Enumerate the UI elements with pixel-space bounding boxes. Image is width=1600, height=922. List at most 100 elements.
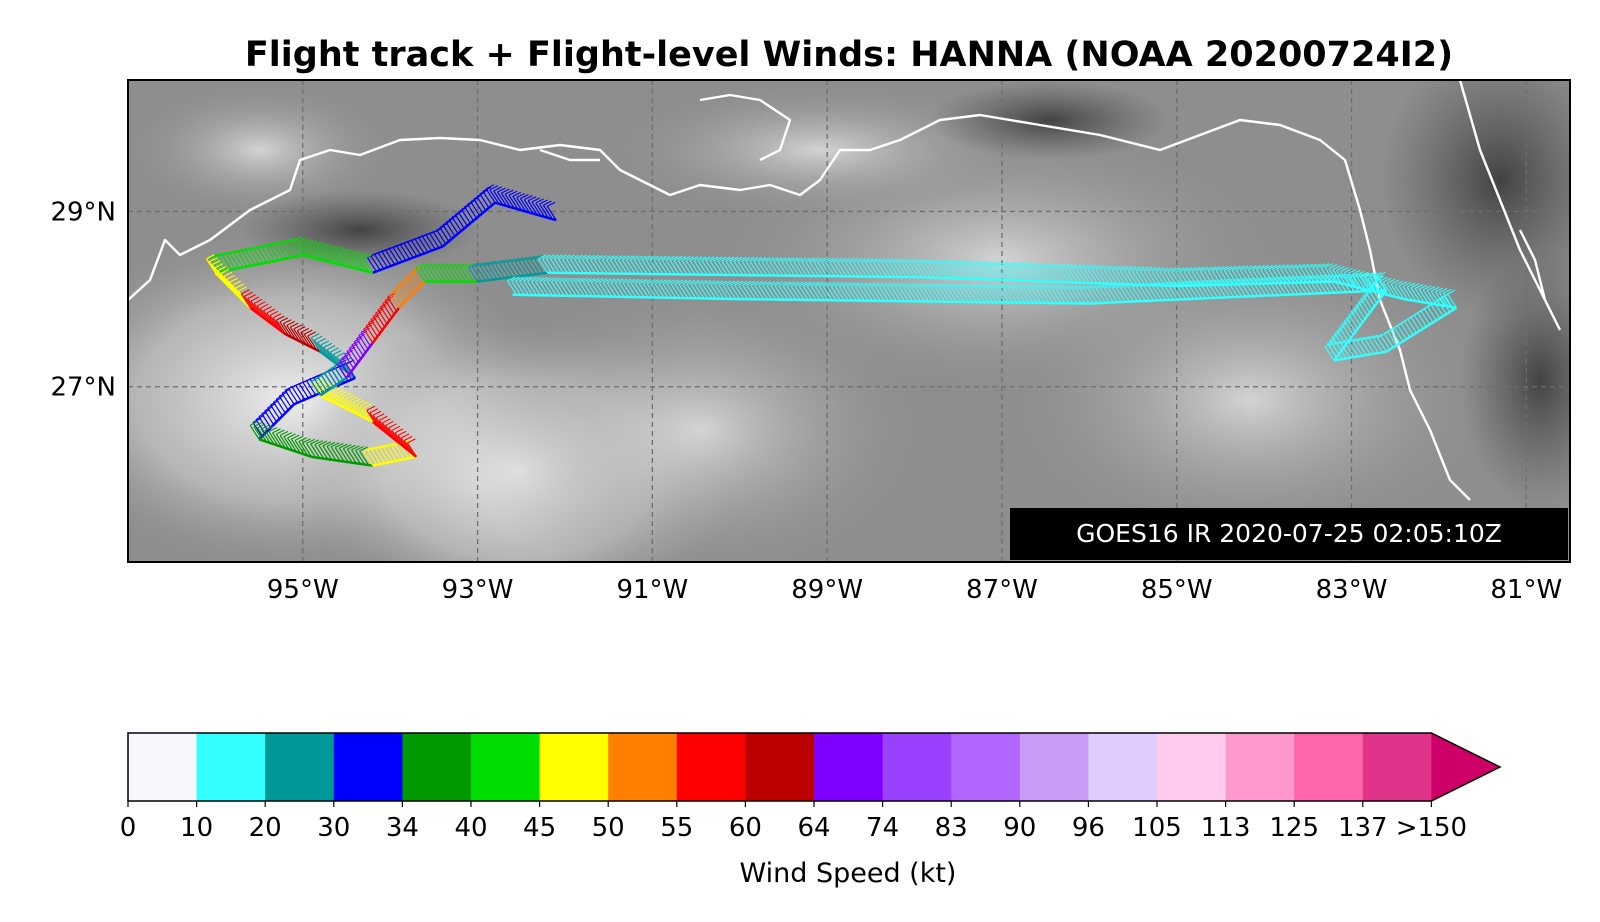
wind-barb-flag <box>272 428 281 434</box>
wind-barb-flag <box>583 277 592 283</box>
wind-barb <box>399 244 411 260</box>
wind-barb <box>1035 288 1046 304</box>
wind-barb <box>1047 288 1058 304</box>
wind-barb-flag <box>1215 266 1225 272</box>
wind-barb-flag <box>995 283 1005 289</box>
wind-barb-flag <box>794 281 804 287</box>
wind-barb <box>1247 269 1258 285</box>
wind-barb-flag <box>1183 267 1193 272</box>
colorbar-tick-label: 74 <box>866 813 899 843</box>
wind-barb-flag <box>1435 287 1444 293</box>
wind-barb-flag <box>1410 283 1420 289</box>
wind-barb-flag <box>445 217 455 223</box>
wind-barb <box>650 283 661 298</box>
wind-barb-flag <box>269 310 279 316</box>
wind-barb <box>907 286 918 302</box>
wind-barb-flag <box>955 283 965 289</box>
wind-barb <box>414 239 425 254</box>
wind-barb <box>972 265 983 280</box>
track-segment <box>389 265 427 309</box>
wind-barb-flag <box>356 399 365 405</box>
wind-barb-flag <box>1040 263 1049 269</box>
track-line <box>215 254 304 275</box>
wind-barb <box>1264 268 1275 284</box>
wind-barb-flag <box>1337 273 1346 279</box>
map-panel: GOES16 IR 2020-07-25 02:05:10Z <box>128 80 1570 562</box>
wind-barb <box>296 330 307 345</box>
wind-barb <box>889 262 900 278</box>
wind-barb-flag <box>741 256 751 262</box>
wind-barb <box>1115 287 1126 303</box>
wind-barb-flag <box>590 277 600 283</box>
wind-barb-flag <box>375 413 385 419</box>
wind-barb <box>645 259 656 275</box>
wind-barb <box>307 335 318 351</box>
wind-barb-flag <box>1200 279 1210 285</box>
wind-barb-flag <box>489 185 499 191</box>
wind-barb-flag <box>276 394 285 400</box>
imagery-stamp: GOES16 IR 2020-07-25 02:05:10Z <box>1010 508 1568 560</box>
wind-barb-flag <box>1187 266 1197 272</box>
wind-barb <box>789 261 800 277</box>
wind-barb <box>356 338 367 353</box>
wind-barb <box>277 244 288 259</box>
wind-barb <box>546 205 557 221</box>
wind-barb <box>943 287 954 303</box>
wind-barb <box>1360 340 1371 355</box>
wind-barb <box>757 261 768 276</box>
wind-barb <box>233 252 244 268</box>
wind-barb-flag <box>879 282 888 288</box>
wind-barb <box>1394 284 1405 300</box>
wind-barb-flag <box>849 258 858 264</box>
wind-barb-flag <box>1092 264 1101 270</box>
wind-barb <box>346 350 357 366</box>
wind-barb <box>1400 322 1411 338</box>
wind-barb <box>924 263 935 279</box>
wind-barb-flag <box>1431 286 1440 292</box>
wind-barb-flag <box>226 274 236 280</box>
wind-barb-flag <box>320 340 330 346</box>
wind-barb-flag <box>423 263 433 269</box>
wind-barb-flag <box>761 256 771 262</box>
wind-barb <box>1426 306 1437 321</box>
wind-barb-flag <box>857 258 866 264</box>
wind-barb <box>983 287 994 303</box>
wind-barb-flag <box>1035 284 1045 290</box>
wind-barb-flag <box>1320 263 1330 269</box>
wind-barb <box>741 260 752 276</box>
wind-barb-flag <box>582 254 591 260</box>
wind-barb <box>725 260 736 276</box>
wind-barb <box>327 370 338 385</box>
track-segment <box>275 315 321 353</box>
wind-barb <box>1020 266 1031 282</box>
wind-barb-flag <box>338 391 348 397</box>
wind-barb <box>1382 281 1393 297</box>
wind-barb <box>971 287 982 303</box>
wind-barb-flag <box>770 281 780 287</box>
wind-barb-flag <box>526 255 536 261</box>
wind-barb <box>790 285 801 301</box>
wind-barb <box>770 285 781 300</box>
wind-barb-flag <box>233 248 243 254</box>
wind-barb-flag <box>895 282 904 288</box>
wind-barb <box>468 267 479 282</box>
wind-barb <box>512 196 523 211</box>
wind-barb <box>964 264 975 280</box>
wind-barb-flag <box>229 277 238 283</box>
wind-barb-flag <box>1324 263 1334 269</box>
wind-barb <box>1413 314 1424 330</box>
wind-barb <box>641 259 652 275</box>
colorbar-tick-label: >150 <box>1396 813 1467 843</box>
wind-barb-flag <box>690 279 700 285</box>
wind-barb-flag <box>574 254 583 260</box>
wind-barb-flag <box>479 189 489 195</box>
wind-barb-flag <box>941 259 950 265</box>
wind-barb <box>436 229 447 245</box>
wind-barb-flag <box>503 258 512 264</box>
wind-barb <box>419 267 430 282</box>
wind-barb-flag <box>1272 264 1281 270</box>
wind-barb-flag <box>706 280 716 286</box>
wind-barb-flag <box>567 277 576 283</box>
wind-barb <box>781 261 792 277</box>
wind-barb <box>705 260 716 276</box>
